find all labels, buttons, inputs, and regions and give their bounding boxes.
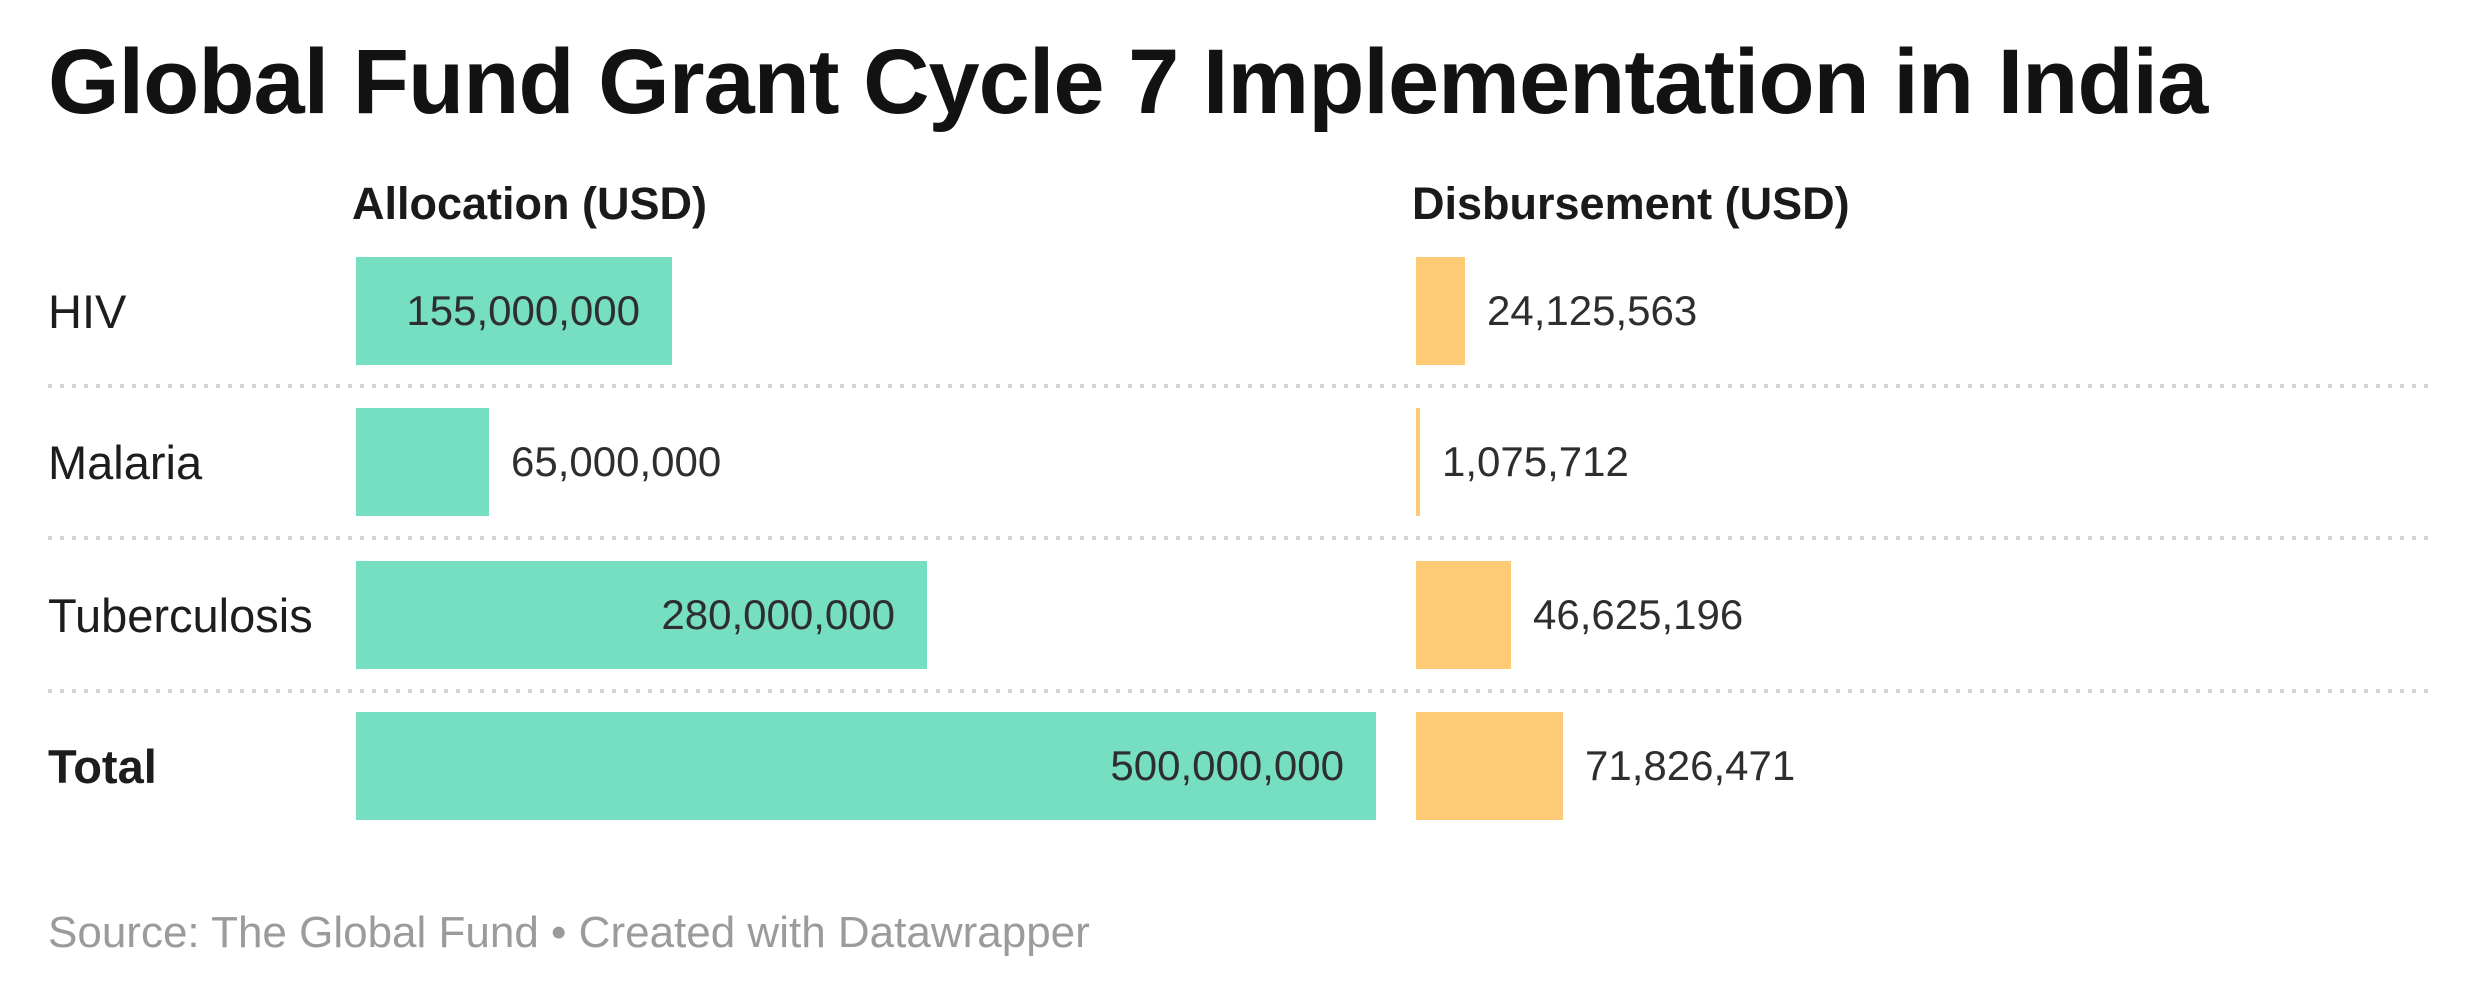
allocation-cell: 155,000,000 (356, 257, 672, 365)
disbursement-cell: 71,826,471 (1416, 712, 1795, 820)
disbursement-bar (1416, 408, 1420, 516)
allocation-cell: 280,000,000 (356, 561, 927, 669)
disbursement-value: 1,075,712 (1442, 438, 1629, 485)
disbursement-cell: 24,125,563 (1416, 257, 1697, 365)
allocation-value: 65,000,000 (511, 438, 722, 485)
disbursement-cell: 1,075,712 (1416, 408, 1629, 516)
allocation-value: 155,000,000 (406, 287, 640, 334)
disbursement-cell: 46,625,196 (1416, 561, 1743, 669)
disbursement-bar (1416, 712, 1563, 820)
allocation-bar (356, 408, 489, 516)
allocation-bar: 155,000,000 (356, 257, 672, 365)
row-divider (48, 536, 2432, 540)
row-label-hiv: HIV (48, 284, 127, 338)
disbursement-bar (1416, 257, 1465, 365)
chart-title: Global Fund Grant Cycle 7 Implementation… (48, 31, 2208, 133)
disbursement-bar (1416, 561, 1511, 669)
allocation-value: 280,000,000 (661, 591, 895, 638)
table-row: HIV 155,000,000 24,125,563 (0, 257, 2480, 365)
row-divider (48, 689, 2432, 693)
disbursement-value: 71,826,471 (1585, 742, 1796, 789)
allocation-cell: 500,000,000 (356, 712, 1376, 820)
table-row-total: Total 500,000,000 71,826,471 (0, 712, 2480, 820)
row-label-malaria: Malaria (48, 435, 203, 489)
allocation-cell: 65,000,000 (356, 408, 721, 516)
column-header-disbursement: Disbursement (USD) (1412, 178, 1850, 229)
table-row: Malaria 65,000,000 1,075,712 (0, 408, 2480, 516)
row-label-total: Total (48, 739, 157, 793)
table-row: Tuberculosis 280,000,000 46,625,196 (0, 561, 2480, 669)
disbursement-value: 46,625,196 (1533, 591, 1744, 638)
allocation-bar: 280,000,000 (356, 561, 927, 669)
disbursement-value: 24,125,563 (1487, 287, 1698, 334)
allocation-value: 500,000,000 (1110, 742, 1344, 789)
row-label-tuberculosis: Tuberculosis (48, 588, 313, 642)
source-line: Source: The Global Fund • Created with D… (48, 908, 1090, 957)
row-divider (48, 384, 2432, 388)
column-header-allocation: Allocation (USD) (352, 178, 707, 229)
allocation-bar: 500,000,000 (356, 712, 1376, 820)
